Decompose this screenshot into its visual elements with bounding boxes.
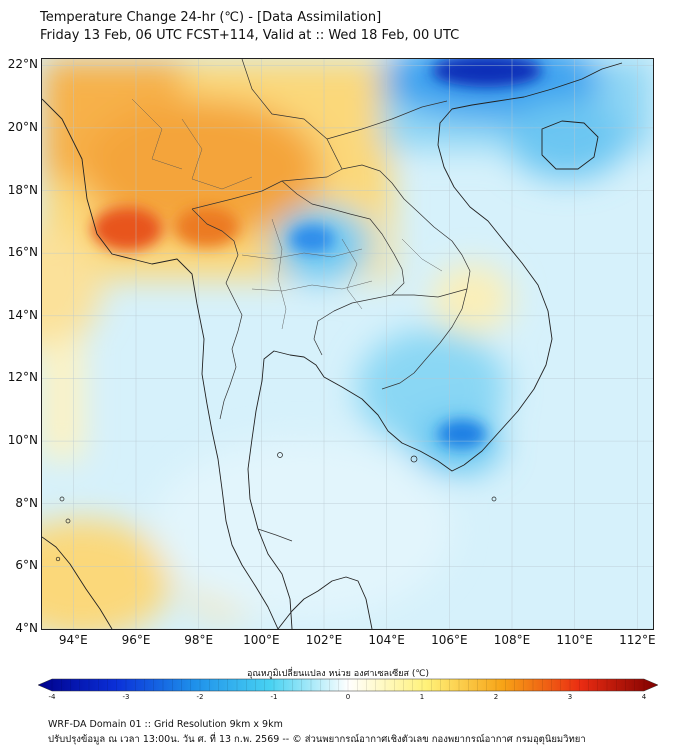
lat-label: 10°N (7, 433, 38, 448)
colorbar-tick-marks (51, 679, 645, 691)
coast-sumatra (42, 536, 113, 629)
coast-bay-of-bengal (42, 98, 208, 405)
province-line-7 (401, 238, 443, 272)
colorbar-tick-label: -3 (122, 693, 130, 701)
coast-andaman-peninsula (206, 403, 279, 629)
province-line-3 (341, 238, 363, 310)
lon-label: 100°E (243, 633, 280, 647)
lon-label: 94°E (58, 633, 88, 647)
province-line-1 (241, 248, 363, 260)
warm-west-edge (42, 229, 102, 349)
lat-label: 6°N (15, 558, 38, 573)
lat-lon-grid (42, 59, 653, 629)
province-line-5 (181, 118, 253, 190)
lon-label: 98°E (184, 633, 214, 647)
province-lines (131, 98, 443, 330)
colorbar-tick-label: -1 (270, 693, 278, 701)
thailand-cambodia-border (313, 294, 393, 356)
warm-region-southwest (42, 519, 172, 629)
cool-region-hainan (507, 99, 627, 179)
map-frame[interactable] (41, 58, 654, 630)
islands (55, 452, 497, 562)
province-line-2 (251, 280, 373, 292)
hot-spot-andaman (92, 207, 162, 251)
lat-label: 14°N (7, 307, 38, 322)
island-nicobar (55, 556, 61, 562)
thailand-malaysia-border (257, 528, 293, 542)
colorbar-tick-label: -2 (196, 693, 204, 701)
lon-label: 110°E (556, 633, 593, 647)
coastlines (42, 62, 623, 629)
footer-model-info: WRF-DA Domain 01 :: Grid Resolution 9km … (48, 719, 283, 730)
cold-spot-isan (290, 225, 334, 253)
lon-label: 104°E (368, 633, 405, 647)
island-con-dao (491, 496, 497, 502)
colorbar-tick-label: 0 (345, 693, 351, 701)
lat-label: 18°N (7, 182, 38, 197)
island-andaman-2 (65, 518, 71, 524)
country-borders (191, 59, 471, 542)
lon-label: 108°E (493, 633, 531, 647)
cold-spot-guangxi (432, 59, 542, 87)
pale-band-west (42, 339, 82, 459)
lat-label: 12°N (7, 370, 38, 385)
coast-malay-east (277, 576, 373, 629)
china-vietnam-border (326, 100, 448, 140)
pale-cool-region-south (152, 439, 452, 619)
colorbar-tick-label: -4 (48, 693, 56, 701)
province-line-4 (271, 218, 287, 330)
colorbar-title: อุณหภูมิเปลี่ยนแปลง หน่วย องศาเซลเซียส (… (246, 669, 430, 679)
colorbar (38, 678, 658, 692)
lat-label: 4°N (15, 621, 38, 635)
lat-label: 20°N (7, 119, 38, 134)
colorbar-tick-label: 1 (419, 693, 425, 701)
lat-label: 16°N (7, 245, 38, 260)
island-phu-quoc (410, 455, 418, 463)
cambodia-vietnam-border (381, 288, 468, 390)
temperature-map (42, 59, 653, 629)
temperature-field (42, 59, 653, 629)
temperature-extremes (92, 59, 542, 448)
chart-title: Temperature Change 24-hr (℃) - [Data Ass… (40, 10, 382, 25)
thailand-laos-border (281, 180, 405, 296)
myanmar-thailand-border (191, 208, 243, 420)
warm-core-myanmar (82, 99, 322, 239)
island-koh-samui (277, 452, 283, 458)
hot-spot-myanmar (175, 207, 239, 247)
lon-label: 96°E (121, 633, 151, 647)
lat-label: 22°N (7, 57, 38, 72)
lon-label: 106°E (431, 633, 468, 647)
island-andaman-1 (59, 496, 65, 502)
footer-credit: ปรับปรุงข้อมูล ณ เวลา 13:00น. วัน ศ. ที่… (48, 734, 586, 745)
lon-label: 112°E (619, 633, 656, 647)
colorbar-tick-label: 4 (641, 693, 647, 701)
cold-spot-phnom-penh (438, 420, 486, 448)
coast-hainan (541, 120, 599, 170)
lat-label: 8°N (15, 495, 38, 510)
coast-gulf-of-thailand-west (247, 350, 293, 629)
cambodia-laos-border (392, 288, 468, 298)
coast-vietnam (437, 62, 623, 466)
pale-region-vietnam (432, 264, 512, 334)
chart-subtitle: Friday 13 Feb, 06 UTC FCST+114, Valid at… (40, 28, 460, 43)
china-border (241, 59, 343, 170)
coast-gulf-of-thailand-east (289, 354, 465, 472)
colorbar-tick-label: 3 (567, 693, 573, 701)
lon-label: 102°E (305, 633, 343, 647)
myanmar-laos-border (191, 178, 305, 210)
colorbar-tick-label: 2 (493, 693, 499, 701)
colorbar-body (38, 678, 658, 692)
province-line-6 (131, 98, 183, 170)
